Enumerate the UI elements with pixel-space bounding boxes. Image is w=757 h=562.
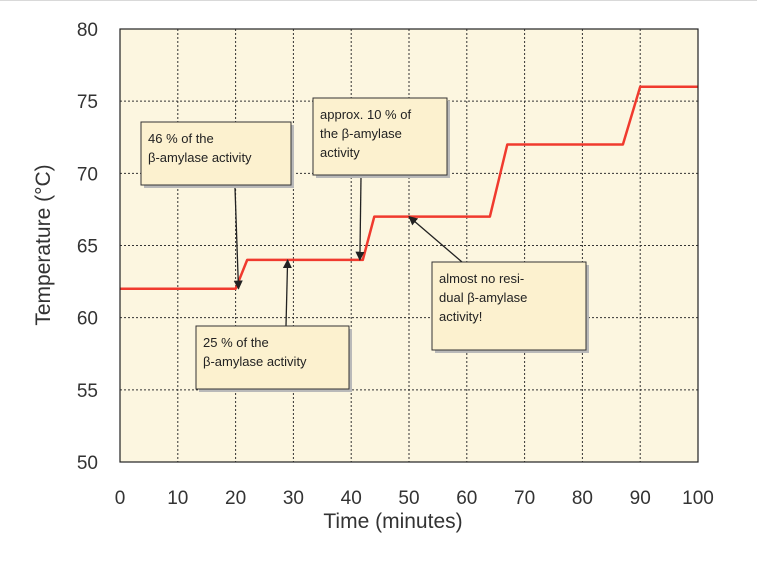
- y-tick-label: 60: [77, 309, 98, 330]
- y-tick-label: 75: [77, 92, 98, 113]
- annotation-text-line: approx. 10 % of: [320, 107, 411, 122]
- x-tick-label: 40: [341, 488, 362, 509]
- annotation-box: approx. 10 % of the β-amylase activity: [312, 97, 450, 261]
- x-tick-label: 50: [398, 488, 419, 509]
- annotation-text-line: almost no resi-: [439, 271, 524, 286]
- annotation-text-line: activity: [320, 145, 360, 160]
- annotation-text-line: 46 % of the: [148, 131, 214, 146]
- y-tick-label: 65: [77, 237, 98, 258]
- x-tick-labels: 0 10 20 30 40 50 60 70 80 90 100: [115, 488, 714, 509]
- annotation-text-line: activity!: [439, 309, 482, 324]
- x-tick-label: 90: [630, 488, 651, 509]
- annotation-text-line: 25 % of the: [203, 335, 269, 350]
- x-tick-label: 0: [115, 488, 126, 509]
- annotation-text-line: β-amylase activity: [148, 150, 252, 165]
- y-tick-label: 80: [77, 20, 98, 41]
- annotation-arrow: [408, 216, 463, 263]
- annotation-box: 25 % of the β-amylase activity: [195, 259, 352, 392]
- annotation-arrow: [233, 187, 243, 290]
- y-tick-label: 50: [77, 453, 98, 474]
- annotation-arrow: [282, 259, 292, 327]
- y-tick-label: 70: [77, 164, 98, 185]
- plot-frame: [119, 28, 699, 463]
- y-axis-label: Temperature (°C): [32, 164, 55, 325]
- annotation-background: [140, 121, 292, 186]
- annotation-text-line: the β-amylase: [320, 126, 402, 141]
- annotation-background: [312, 97, 448, 176]
- annotation-arrow: [355, 176, 365, 261]
- x-tick-label: 80: [572, 488, 593, 509]
- x-tick-label: 10: [167, 488, 188, 509]
- x-tick-label: 20: [225, 488, 246, 509]
- annotation-box: 46 % of the β-amylase activity: [140, 121, 294, 290]
- x-tick-label: 60: [456, 488, 477, 509]
- x-tick-label: 70: [514, 488, 535, 509]
- temperature-series-line: [120, 85, 698, 291]
- annotation-text-line: dual β-amylase: [439, 290, 527, 305]
- x-tick-label: 100: [682, 488, 714, 509]
- x-tick-label: 30: [283, 488, 304, 509]
- annotation-background: [195, 325, 350, 390]
- top-divider: [0, 0, 757, 1]
- y-tick-labels: 50 55 60 65 70 75 80: [77, 20, 98, 474]
- y-tick-label: 55: [77, 381, 98, 402]
- annotation-background: [431, 261, 587, 351]
- x-axis-label: Time (minutes): [323, 510, 462, 533]
- annotation-text-line: β-amylase activity: [203, 354, 307, 369]
- annotation-box: almost no resi-dual β-amylase activity!: [408, 216, 589, 353]
